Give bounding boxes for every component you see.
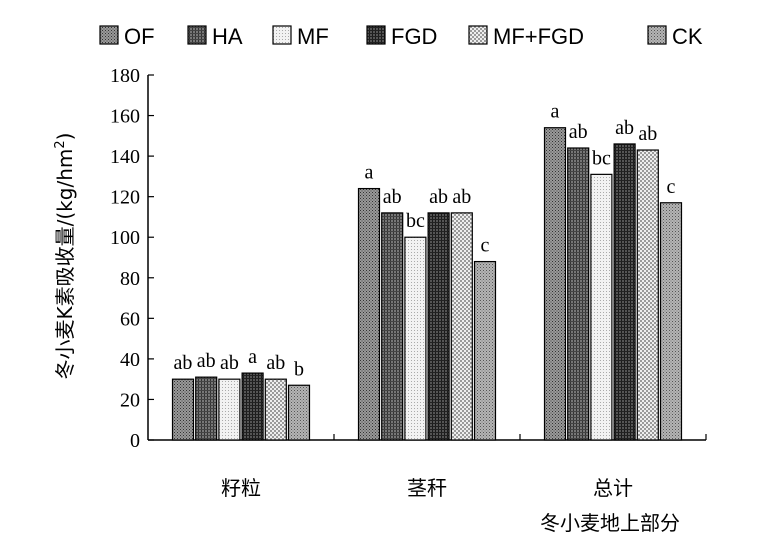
significance-label: ab	[266, 352, 285, 374]
significance-label: ab	[429, 186, 448, 208]
category-label: 籽粒	[221, 476, 261, 500]
significance-label: ab	[174, 352, 193, 374]
legend-swatch	[99, 25, 119, 45]
bars	[171, 127, 683, 441]
category-labels: 籽粒 茎秆 总计	[221, 476, 633, 500]
y-tick-label: 100	[110, 227, 140, 249]
significance-label: ab	[383, 186, 402, 208]
bar-ha-2	[381, 212, 404, 441]
significance-label: bc	[406, 210, 425, 232]
bar-ck-1	[287, 384, 311, 441]
significance-label: ab	[220, 352, 239, 374]
legend-label: HA	[212, 24, 243, 49]
y-tick-label: 0	[130, 430, 140, 452]
significance-label: ab	[638, 123, 657, 145]
significance-label: ab	[615, 117, 634, 139]
legend-swatch	[366, 25, 386, 45]
bar-fgd-2	[427, 212, 450, 441]
category-label: 总计	[593, 476, 633, 500]
bar-of-3	[543, 127, 567, 441]
significance-label: a	[551, 101, 560, 123]
y-tick-label: 20	[120, 389, 140, 411]
legend-swatch	[272, 25, 292, 45]
y-tick-label: 180	[110, 65, 140, 87]
y-tick-label: 120	[110, 187, 140, 209]
legend: OF HA MF FGD MF+FGD CK	[99, 24, 703, 49]
bar-mf-1	[218, 378, 241, 441]
significance-label: ab	[197, 350, 216, 372]
legend-swatch	[187, 25, 207, 45]
bar-of-2	[357, 187, 381, 441]
significance-label: c	[481, 235, 490, 257]
y-axis-title: 冬小麦K素吸收量/(kg/hm2)	[53, 133, 77, 380]
axes: 0 20 40 60 80 100 120 140 160 180	[110, 65, 707, 452]
significance-label: ab	[569, 121, 588, 143]
legend-label: MF	[297, 24, 329, 49]
bar-ha-1	[195, 376, 218, 441]
y-tick-label: 60	[120, 308, 140, 330]
bar-mf-fgd-3	[636, 149, 659, 441]
bar-mf-fgd-1	[264, 378, 287, 441]
y-tick-label: 40	[120, 349, 140, 371]
legend-label: FGD	[391, 24, 437, 49]
bar-mf-fgd-2	[450, 212, 473, 441]
bar-fgd-3	[613, 143, 636, 441]
bar-of-1	[171, 378, 195, 441]
legend-swatch	[647, 25, 667, 45]
bar-ck-2	[473, 260, 497, 441]
y-tick-label: 140	[110, 146, 140, 168]
legend-label: OF	[124, 24, 155, 49]
significance-label: b	[294, 358, 304, 380]
bar-fgd-1	[241, 372, 264, 441]
bar-ha-3	[567, 147, 590, 441]
bar-mf-2	[404, 236, 427, 441]
y-tick-label: 160	[110, 106, 140, 128]
category-label: 茎秆	[407, 476, 447, 500]
x-axis-title: 冬小麦地上部分	[540, 511, 680, 535]
significance-label: c	[667, 176, 676, 198]
significance-label: a	[365, 162, 374, 184]
significance-label: bc	[592, 147, 611, 169]
bar-ck-3	[659, 202, 683, 441]
legend-swatch	[468, 25, 488, 45]
bar-mf-3	[590, 173, 613, 441]
significance-label: a	[248, 346, 257, 368]
y-tick-label: 80	[120, 268, 140, 290]
significance-label: ab	[452, 186, 471, 208]
legend-label: MF+FGD	[493, 24, 584, 49]
legend-label: CK	[672, 24, 703, 49]
